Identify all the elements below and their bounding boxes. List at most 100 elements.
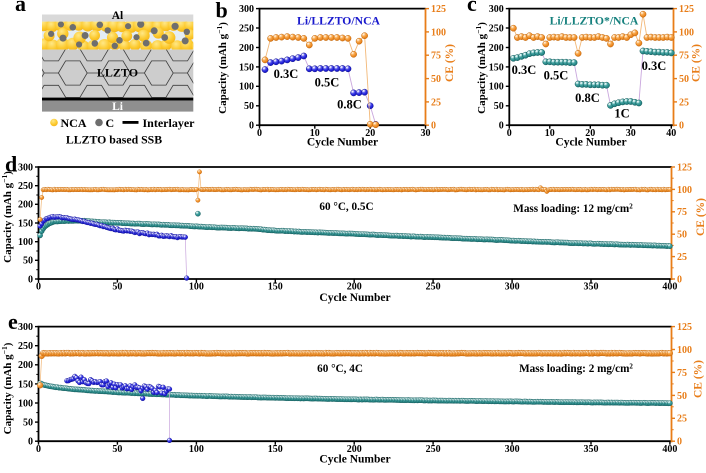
svg-text:Li/LLZTO*/NCA: Li/LLZTO*/NCA	[550, 15, 639, 28]
svg-text:125: 125	[677, 322, 692, 333]
svg-text:150: 150	[268, 444, 283, 455]
svg-text:20: 20	[365, 128, 375, 139]
svg-text:CE (%): CE (%)	[444, 44, 456, 82]
svg-text:350: 350	[584, 444, 599, 455]
svg-text:20: 20	[585, 128, 595, 139]
svg-text:Cycle Number: Cycle Number	[319, 454, 390, 466]
svg-text:0.8C: 0.8C	[337, 98, 362, 112]
svg-text:300: 300	[489, 4, 504, 15]
svg-text:25: 25	[431, 97, 441, 108]
svg-text:75: 75	[677, 368, 687, 379]
svg-text:350: 350	[584, 282, 599, 293]
svg-text:100: 100	[677, 345, 692, 356]
svg-text:250: 250	[18, 181, 33, 192]
svg-text:60 °C, 0.5C: 60 °C, 0.5C	[319, 201, 373, 213]
svg-text:0: 0	[431, 121, 436, 132]
svg-text:0.3C: 0.3C	[274, 67, 299, 81]
svg-text:Capacity (mAh g−1): Capacity (mAh g−1)	[215, 22, 229, 114]
svg-text:CE (%): CE (%)	[691, 44, 703, 82]
svg-text:Mass loading: 2 mg/cm2: Mass loading: 2 mg/cm2	[519, 363, 633, 376]
svg-text:10: 10	[545, 128, 555, 139]
svg-text:300: 300	[18, 322, 33, 333]
svg-text:250: 250	[239, 23, 254, 34]
svg-text:250: 250	[426, 282, 441, 293]
svg-text:200: 200	[18, 200, 33, 211]
svg-text:C: C	[106, 116, 115, 130]
svg-text:0: 0	[36, 444, 41, 455]
svg-text:25: 25	[677, 252, 687, 263]
svg-text:100: 100	[489, 82, 504, 93]
svg-text:Al: Al	[112, 10, 124, 22]
svg-text:0: 0	[257, 128, 262, 139]
svg-text:100: 100	[189, 282, 204, 293]
svg-text:0: 0	[677, 437, 682, 448]
svg-text:100: 100	[239, 82, 254, 93]
svg-text:Mass loading: 12 mg/cm2: Mass loading: 12 mg/cm2	[513, 203, 633, 216]
svg-text:0.3C: 0.3C	[512, 63, 537, 77]
svg-text:30: 30	[421, 128, 431, 139]
svg-text:50: 50	[677, 391, 687, 402]
svg-text:30: 30	[626, 128, 636, 139]
svg-text:250: 250	[426, 444, 441, 455]
svg-text:Li/LLZTO/NCA: Li/LLZTO/NCA	[297, 15, 380, 28]
svg-text:50: 50	[679, 74, 689, 85]
svg-text:50: 50	[431, 74, 441, 85]
svg-text:125: 125	[431, 4, 446, 15]
svg-text:LLZTO based SSB: LLZTO based SSB	[66, 133, 162, 147]
svg-text:Interlayer: Interlayer	[143, 116, 196, 130]
svg-text:100: 100	[431, 27, 446, 38]
svg-text:Capacity (mAh g−1): Capacity (mAh g−1)	[474, 22, 488, 114]
svg-text:250: 250	[18, 341, 33, 352]
svg-text:200: 200	[347, 282, 362, 293]
svg-text:200: 200	[239, 43, 254, 54]
svg-text:400: 400	[662, 444, 677, 455]
svg-text:0: 0	[28, 437, 33, 448]
svg-text:200: 200	[347, 444, 362, 455]
svg-text:Cycle Number: Cycle Number	[555, 137, 626, 149]
svg-text:LLZTO: LLZTO	[97, 66, 138, 80]
svg-text:Capacity (mAh g−1): Capacity (mAh g−1)	[0, 342, 14, 434]
svg-text:1C: 1C	[614, 107, 629, 121]
svg-text:Cycle Number: Cycle Number	[319, 292, 390, 304]
svg-text:0: 0	[28, 274, 33, 285]
svg-text:0.5C: 0.5C	[544, 69, 569, 83]
svg-text:150: 150	[489, 62, 504, 73]
svg-text:100: 100	[679, 27, 694, 38]
svg-text:200: 200	[489, 43, 504, 54]
svg-text:125: 125	[679, 4, 694, 15]
svg-text:50: 50	[23, 418, 33, 429]
svg-text:50: 50	[23, 256, 33, 267]
svg-text:0: 0	[677, 274, 682, 285]
svg-text:25: 25	[677, 414, 687, 425]
svg-text:0.3C: 0.3C	[642, 59, 667, 73]
svg-text:CE (%): CE (%)	[695, 198, 706, 236]
svg-text:c: c	[467, 0, 477, 16]
svg-text:60 °C, 4C: 60 °C, 4C	[317, 363, 363, 375]
svg-text:0: 0	[507, 128, 512, 139]
svg-text:b: b	[216, 0, 228, 23]
svg-text:e: e	[8, 309, 18, 334]
svg-text:150: 150	[18, 218, 33, 229]
svg-text:d: d	[5, 152, 17, 177]
svg-text:300: 300	[505, 444, 520, 455]
svg-text:75: 75	[677, 207, 687, 218]
svg-text:250: 250	[489, 23, 504, 34]
svg-text:10: 10	[310, 128, 320, 139]
svg-text:0: 0	[249, 121, 254, 132]
svg-text:Capacity (mAh g−1): Capacity (mAh g−1)	[0, 171, 14, 263]
svg-text:100: 100	[677, 185, 692, 196]
svg-text:300: 300	[505, 282, 520, 293]
svg-text:50: 50	[112, 282, 122, 293]
svg-text:40: 40	[666, 128, 676, 139]
svg-text:50: 50	[494, 101, 504, 112]
svg-text:125: 125	[677, 162, 692, 173]
svg-text:NCA: NCA	[61, 116, 87, 130]
svg-text:150: 150	[239, 62, 254, 73]
svg-text:CE (%): CE (%)	[693, 360, 705, 398]
svg-text:300: 300	[239, 4, 254, 15]
svg-text:75: 75	[431, 51, 441, 62]
svg-text:a: a	[15, 0, 26, 16]
svg-text:0.8C: 0.8C	[575, 91, 600, 105]
svg-text:200: 200	[18, 360, 33, 371]
svg-text:0.5C: 0.5C	[315, 76, 340, 90]
